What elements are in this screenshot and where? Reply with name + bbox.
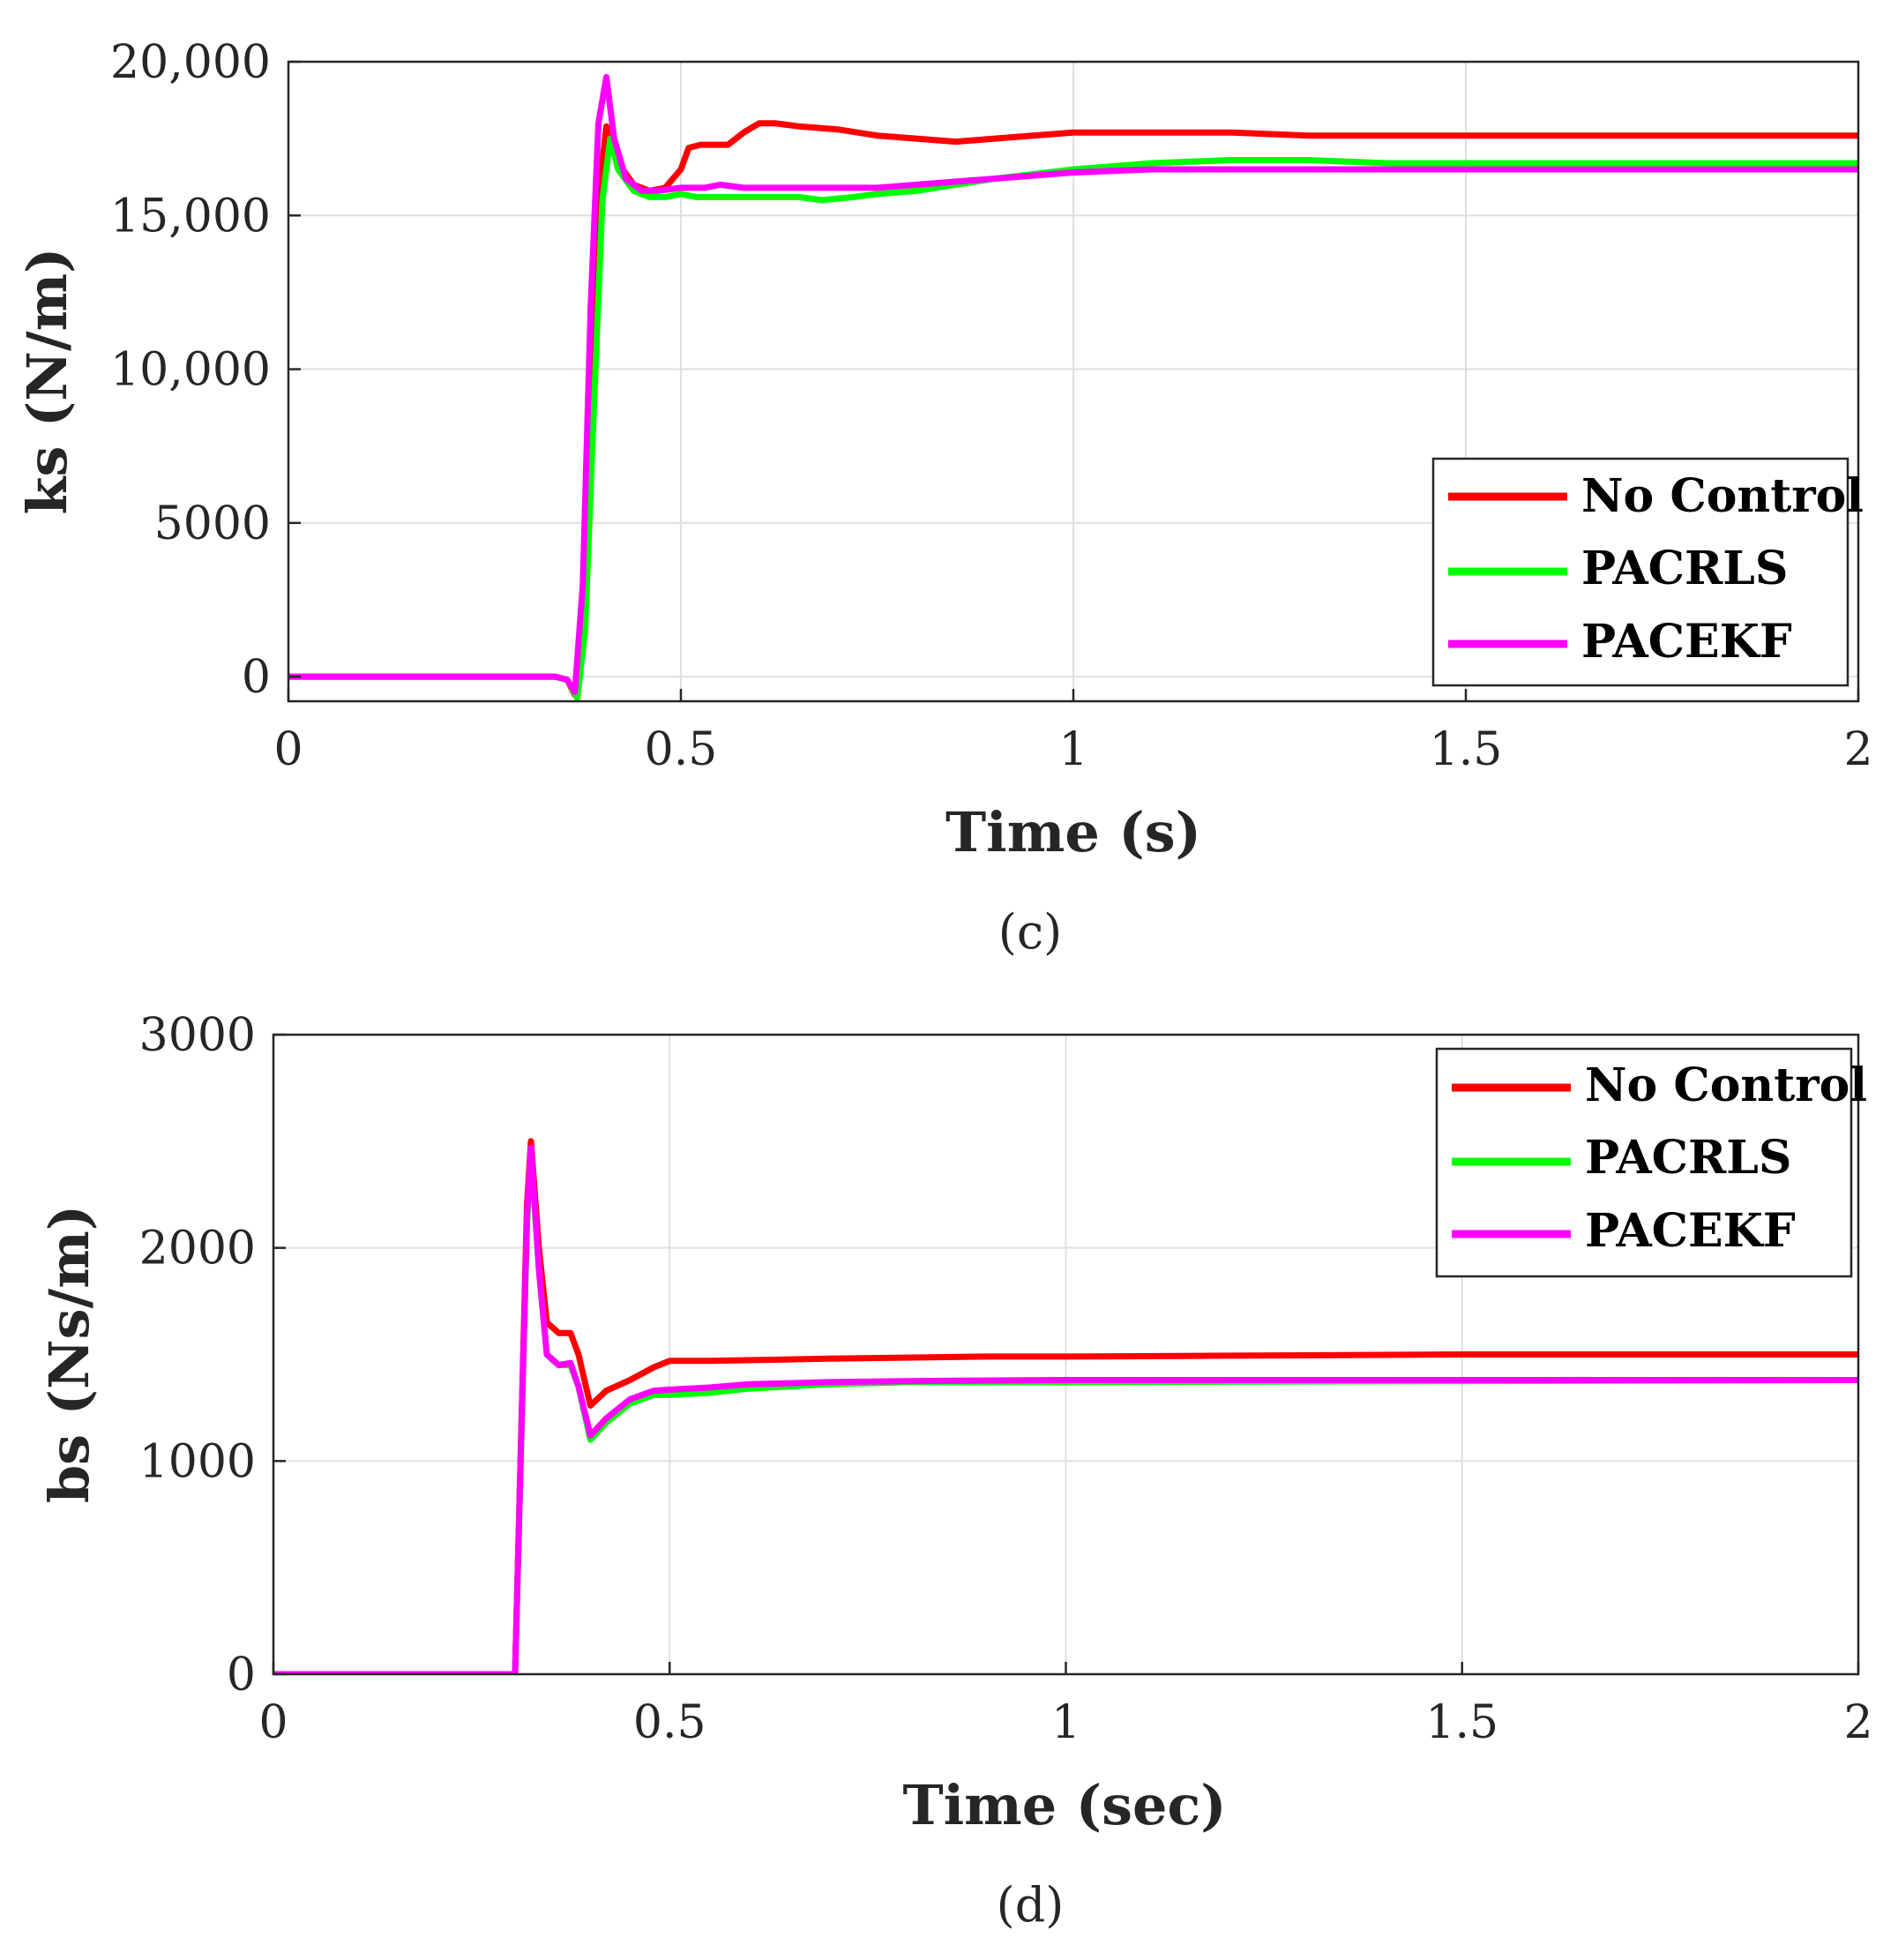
- y-tick-label: 15,000: [110, 190, 271, 243]
- x-tick-label: 0.5: [645, 723, 718, 776]
- y-tick-label: 0: [242, 651, 271, 704]
- ticks-c: 0 0.5 1 1.5 2 0 5000 10,000 15,000 20,000: [110, 36, 1873, 776]
- y-tick-label: 20,000: [110, 36, 271, 89]
- x-tick-label: 1.5: [1425, 1696, 1498, 1749]
- series-line-pacekf-d: [273, 1144, 1858, 1674]
- ticks-d: 0 0.5 1 1.5 2 0 1000 2000 3000: [139, 1009, 1873, 1749]
- series-layer-d: [273, 1138, 1858, 1674]
- legend-label-pacrls-c: PACRLS: [1581, 542, 1788, 595]
- x-tick-label: 0: [258, 1696, 288, 1749]
- y-tick-label: 10,000: [110, 344, 271, 397]
- y-tick-label: 5000: [154, 497, 271, 550]
- legend-c: No Control PACRLS PACEKF: [1431, 457, 1864, 687]
- x-tick-label: 1: [1051, 1696, 1080, 1749]
- x-tick-label: 0: [273, 723, 303, 776]
- series-line-pacrls-c: [288, 135, 1858, 701]
- x-tick-label: 1: [1058, 723, 1087, 776]
- x-tick-label: 1.5: [1430, 723, 1503, 776]
- series-layer-c: [288, 73, 1858, 701]
- panel-label-d: (d): [997, 1877, 1065, 1933]
- y-axis-title-d: bs (Ns/m): [37, 1205, 101, 1503]
- legend-label-pacekf-d: PACEKF: [1585, 1204, 1796, 1258]
- x-axis-title-d: Time (sec): [902, 1773, 1226, 1837]
- x-tick-label: 2: [1843, 1696, 1872, 1749]
- y-axis-title-c: ks (N/m): [15, 247, 79, 514]
- y-tick-label: 0: [227, 1649, 256, 1702]
- panel-label-c: (c): [998, 904, 1062, 960]
- chart-panel-d: 0 0.5 1 1.5 2 0 1000 2000 3000 bs (Ns/m) Time (s…: [37, 1009, 1873, 1933]
- chart-panel-c: 0 0.5 1 1.5 2 0 5000 10,000 15,000 20,000 ks (N/m…: [15, 36, 1873, 960]
- legend-label-pacrls-d: PACRLS: [1585, 1131, 1791, 1185]
- y-tick-label: 2000: [139, 1223, 256, 1275]
- series-line-pacekf-c: [288, 73, 1858, 695]
- x-tick-label: 2: [1843, 723, 1872, 776]
- y-tick-label: 1000: [139, 1435, 256, 1488]
- y-tick-label: 3000: [139, 1009, 256, 1062]
- legend-label-no-control-c: No Control: [1581, 469, 1864, 523]
- x-tick-label: 0.5: [633, 1696, 706, 1749]
- legend-label-pacekf-c: PACEKF: [1581, 615, 1792, 669]
- legend-label-no-control-d: No Control: [1585, 1059, 1867, 1112]
- legend-d: No Control PACRLS PACEKF: [1435, 1047, 1867, 1278]
- x-axis-title-c: Time (s): [945, 800, 1201, 864]
- series-line-no-control-c: [288, 120, 1858, 699]
